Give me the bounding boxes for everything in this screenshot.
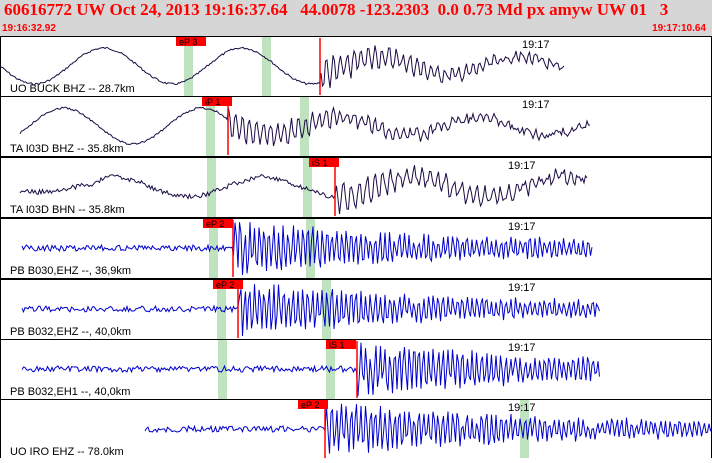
pick-label: eP 2 [301, 400, 319, 410]
station-label: PB B032,EH1 --, 40,0km [10, 386, 130, 398]
time-tick-label: 19:17 [508, 221, 536, 233]
pick-marker [202, 97, 232, 106]
event-summary-title: 60616772 UW Oct 24, 2013 19:16:37.64 44.… [4, 0, 669, 19]
header-bar: 60616772 UW Oct 24, 2013 19:16:37.64 44.… [0, 0, 712, 36]
station-label: UO BUCK BHZ -- 28.7km [10, 83, 135, 95]
pick-label: eP 3 [179, 37, 197, 47]
time-tick-label: 19:17 [508, 282, 536, 294]
waveform-trace-pb-b032-eh1 [21, 342, 600, 397]
waveform-trace-pb-b030-ehz [21, 222, 593, 276]
window-band [206, 97, 215, 156]
pick-marker [326, 340, 356, 349]
pick-label: eP 2 [216, 280, 234, 290]
window-band [217, 280, 226, 339]
pick-marker [203, 219, 233, 228]
window-band [303, 158, 312, 217]
traces-canvas[interactable]: eP 3 19:17 UO BUCK BHZ -- 28.7km iP 1 19:17 T… [0, 36, 712, 460]
window-band [262, 37, 271, 96]
window-end-time: 19:17:10.64 [652, 23, 706, 34]
window-band [520, 400, 529, 459]
pick-label: iP 1 [205, 97, 220, 107]
time-tick-label: 19:17 [522, 99, 550, 111]
time-tick-label: 19:17 [508, 402, 536, 414]
time-tick-label: 19:17 [508, 160, 536, 172]
station-label: UO IRO EHZ -- 78.0km [10, 446, 124, 458]
time-tick-label: 19:17 [508, 342, 536, 354]
pick-label: iS 1 [329, 340, 345, 350]
waveform-trace-ta-i03d-bhz [19, 105, 591, 147]
window-start-time: 19:16:32.92 [2, 23, 56, 34]
waveform-trace-uo-buck-bhz [0, 45, 565, 89]
pick-marker [176, 37, 206, 46]
pick-label: iS 1 [312, 158, 328, 168]
window-band [207, 158, 216, 217]
station-label: PB B032,EHZ --, 40,0km [10, 326, 131, 338]
station-label: TA I03D BHZ -- 35.8km [10, 143, 124, 155]
waveform-trace-ta-i03d-bhn [19, 165, 588, 215]
pick-marker [298, 400, 328, 409]
station-label: TA I03D BHN -- 35.8km [10, 204, 125, 216]
pick-marker [213, 280, 243, 289]
station-label: PB B030,EHZ --, 36,9km [10, 265, 131, 277]
time-tick-label: 19:17 [522, 39, 550, 51]
window-band [322, 280, 331, 339]
pick-label: eP 2 [206, 219, 224, 229]
waveform-trace-uo-iro-ehz [144, 403, 712, 454]
waveform-trace-pb-b032-ehz [21, 284, 600, 337]
seismogram-panel[interactable]: eP 3 19:17 UO BUCK BHZ -- 28.7km iP 1 19:17 T… [0, 36, 712, 460]
pick-marker [309, 158, 339, 167]
window-band [306, 219, 315, 278]
window-band [184, 37, 193, 96]
